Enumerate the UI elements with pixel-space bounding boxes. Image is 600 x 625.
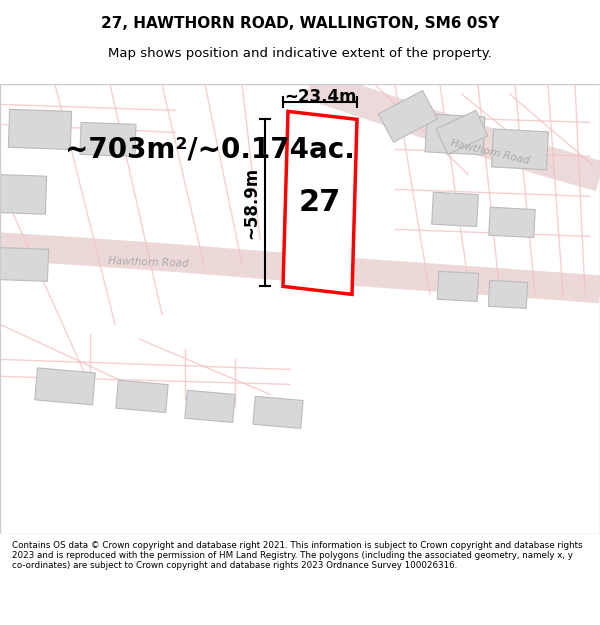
Polygon shape (425, 114, 485, 155)
Text: ~58.9m: ~58.9m (242, 167, 260, 239)
Polygon shape (80, 122, 136, 156)
Polygon shape (436, 111, 488, 154)
Text: 27: 27 (299, 188, 341, 218)
Polygon shape (185, 391, 235, 422)
Polygon shape (488, 281, 527, 308)
Text: 27, HAWTHORN ROAD, WALLINGTON, SM6 0SY: 27, HAWTHORN ROAD, WALLINGTON, SM6 0SY (101, 16, 499, 31)
Polygon shape (431, 192, 478, 226)
Polygon shape (0, 248, 49, 281)
Polygon shape (8, 109, 71, 149)
Polygon shape (379, 91, 437, 142)
Text: Map shows position and indicative extent of the property.: Map shows position and indicative extent… (108, 46, 492, 59)
Polygon shape (116, 380, 168, 412)
Polygon shape (489, 208, 535, 238)
Polygon shape (35, 368, 95, 405)
Polygon shape (437, 271, 479, 301)
Polygon shape (253, 396, 303, 428)
Text: Contains OS data © Crown copyright and database right 2021. This information is : Contains OS data © Crown copyright and d… (12, 541, 583, 571)
Polygon shape (0, 174, 47, 214)
Polygon shape (283, 111, 357, 294)
Text: ~23.4m: ~23.4m (284, 88, 356, 106)
Text: ~703m²/~0.174ac.: ~703m²/~0.174ac. (65, 136, 355, 163)
Text: Hawthorn Road: Hawthorn Road (107, 256, 188, 269)
Polygon shape (491, 129, 548, 170)
Text: Hawthorn Road: Hawthorn Road (449, 139, 530, 166)
